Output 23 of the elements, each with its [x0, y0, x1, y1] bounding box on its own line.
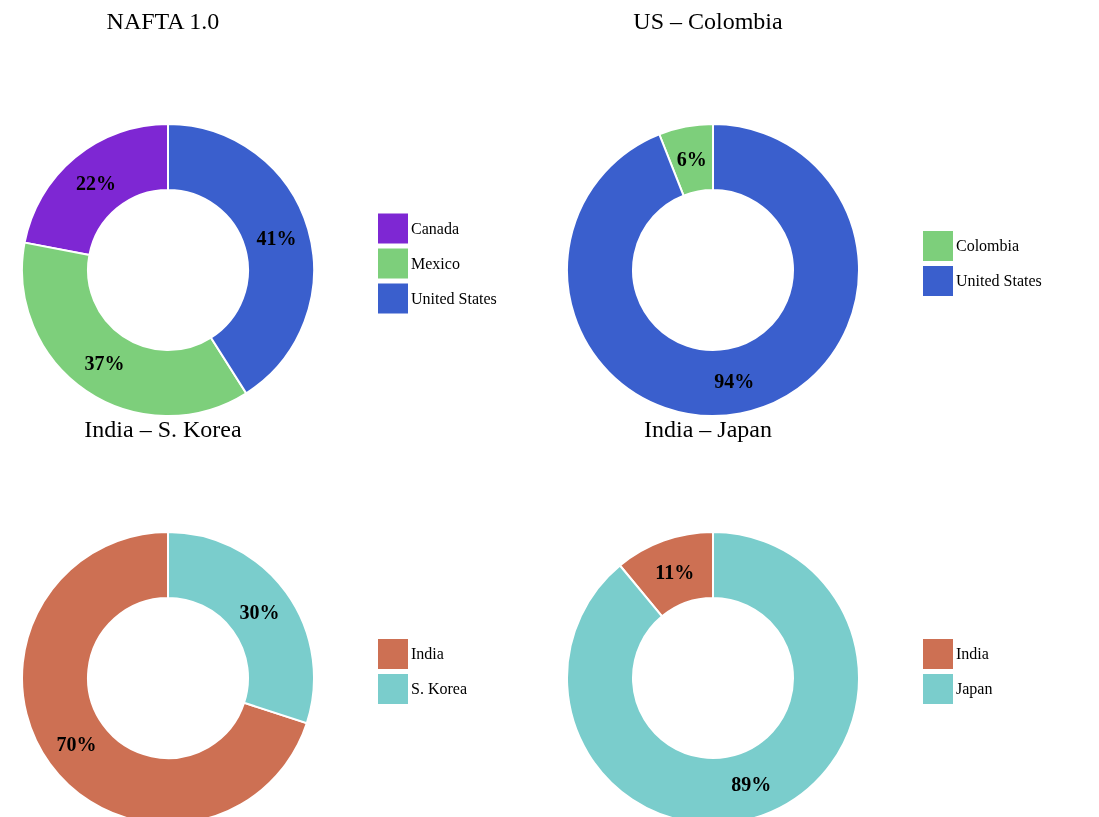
data-label: 41%	[256, 227, 297, 250]
legend-label: India	[411, 644, 444, 663]
legend-label: United States	[411, 289, 497, 307]
data-label: 70%	[56, 733, 97, 756]
data-label: 89%	[731, 773, 772, 796]
legend-label: India	[956, 644, 989, 663]
legend-label: Mexico	[411, 254, 460, 272]
chart-title: US – Colombia	[632, 8, 784, 35]
data-label: 11%	[655, 560, 695, 583]
donut-slice	[566, 123, 860, 416]
data-label: 30%	[239, 600, 280, 623]
data-label: 37%	[84, 352, 125, 375]
data-label: 94%	[714, 370, 755, 392]
legend-label: Japan	[956, 679, 993, 698]
chart-title: India – S. Korea	[83, 416, 243, 443]
legend-label: Colombia	[956, 236, 1020, 255]
data-label: 6%	[676, 148, 707, 170]
chart-title: India – Japan	[643, 416, 773, 443]
legend-label: S. Korea	[411, 679, 467, 698]
chart-title: NAFTA 1.0	[105, 8, 221, 35]
legend-label: Canada	[411, 219, 459, 237]
data-label: 22%	[75, 171, 116, 194]
legend-label: United States	[956, 271, 1042, 290]
